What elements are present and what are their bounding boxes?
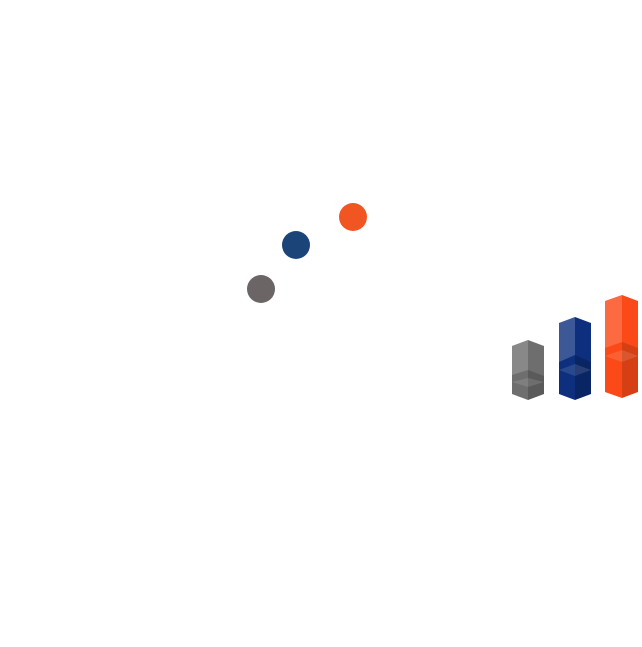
blue-bar [559,317,591,400]
crystal-bars-graphic [505,290,642,405]
blue-dot [282,231,310,259]
orange-dot [339,203,367,231]
orange-bar [605,295,638,398]
gray-dot [247,275,275,303]
gray-bar [512,340,544,400]
